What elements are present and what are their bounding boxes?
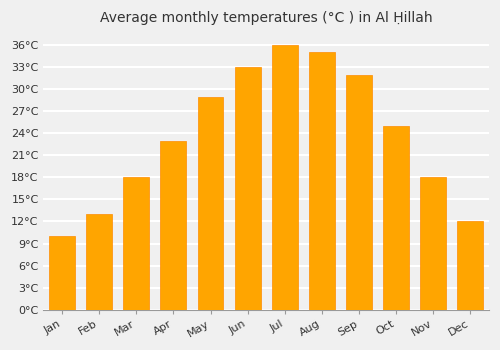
Bar — [234, 67, 260, 310]
Bar — [383, 126, 409, 310]
Bar — [86, 214, 112, 310]
Bar — [458, 222, 483, 310]
Bar — [198, 97, 224, 310]
Title: Average monthly temperatures (°C ) in Al Ḥillah: Average monthly temperatures (°C ) in Al… — [100, 11, 432, 25]
Bar — [160, 141, 186, 310]
Bar — [49, 236, 75, 310]
Bar — [309, 52, 335, 310]
Bar — [420, 177, 446, 310]
Bar — [124, 177, 150, 310]
Bar — [346, 75, 372, 310]
Bar — [272, 45, 297, 310]
